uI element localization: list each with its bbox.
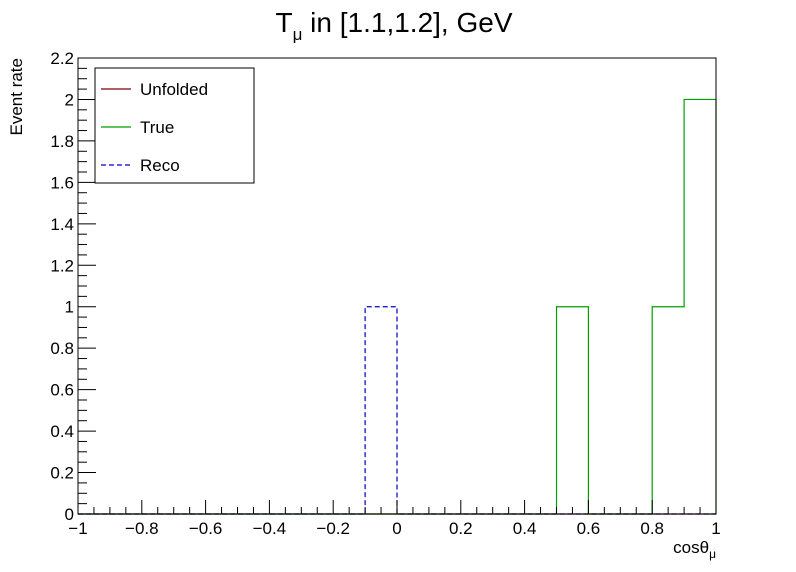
chart-title: Tμ in [1.1,1.2], GeV <box>275 7 512 44</box>
x-tick-label: −0.4 <box>253 519 287 538</box>
x-tick-label: −0.8 <box>125 519 159 538</box>
x-tick-label: −0.6 <box>189 519 223 538</box>
x-tick-label: 0.6 <box>577 519 601 538</box>
x-axis-title: cosθμ <box>673 538 716 561</box>
x-axis-title-main: cosθ <box>673 538 709 557</box>
axis-tick-labels: −1 −0.8 −0.6 −0.4 −0.2 0 0.2 0.4 0.6 0.8 1 0 0.2 0.4 0… <box>50 49 720 538</box>
series-reco-line <box>78 306 716 515</box>
x-tick-label: 0.2 <box>449 519 473 538</box>
x-tick-label: 0 <box>392 519 401 538</box>
y-tick-label: 0.8 <box>50 339 74 358</box>
y-tick-label: 2.2 <box>50 49 74 68</box>
chart-title-main: T <box>275 7 292 38</box>
x-tick-label: −1 <box>68 519 87 538</box>
y-tick-label: 0.6 <box>50 381 74 400</box>
x-tick-label: 0.4 <box>513 519 537 538</box>
legend-label-reco: Reco <box>140 156 180 175</box>
axis-ticks <box>77 57 717 515</box>
y-axis-title-group: Event rate <box>7 58 26 136</box>
y-tick-label: 0 <box>65 505 74 524</box>
chart-title-subscript: μ <box>293 25 303 44</box>
x-tick-label: −0.2 <box>316 519 350 538</box>
y-tick-label: 0.4 <box>50 422 74 441</box>
y-tick-label: 1.6 <box>50 173 74 192</box>
y-tick-label: 1.8 <box>50 132 74 151</box>
chart-title-rest: in [1.1,1.2], GeV <box>302 7 512 38</box>
y-tick-label: 1 <box>65 298 74 317</box>
y-tick-label: 1.4 <box>50 215 74 234</box>
legend-label-unfolded: Unfolded <box>140 80 208 99</box>
legend-box <box>94 67 255 184</box>
legend: Unfolded True Reco <box>94 67 255 184</box>
x-tick-label: 1 <box>711 519 720 538</box>
y-tick-label: 0.2 <box>50 464 74 483</box>
x-tick-label: 0.8 <box>640 519 664 538</box>
legend-label-true: True <box>140 118 174 137</box>
y-axis-title: Event rate <box>7 58 26 136</box>
y-tick-label: 1.2 <box>50 256 74 275</box>
x-axis-title-subscript: μ <box>709 547 716 561</box>
y-tick-label: 2 <box>65 90 74 109</box>
